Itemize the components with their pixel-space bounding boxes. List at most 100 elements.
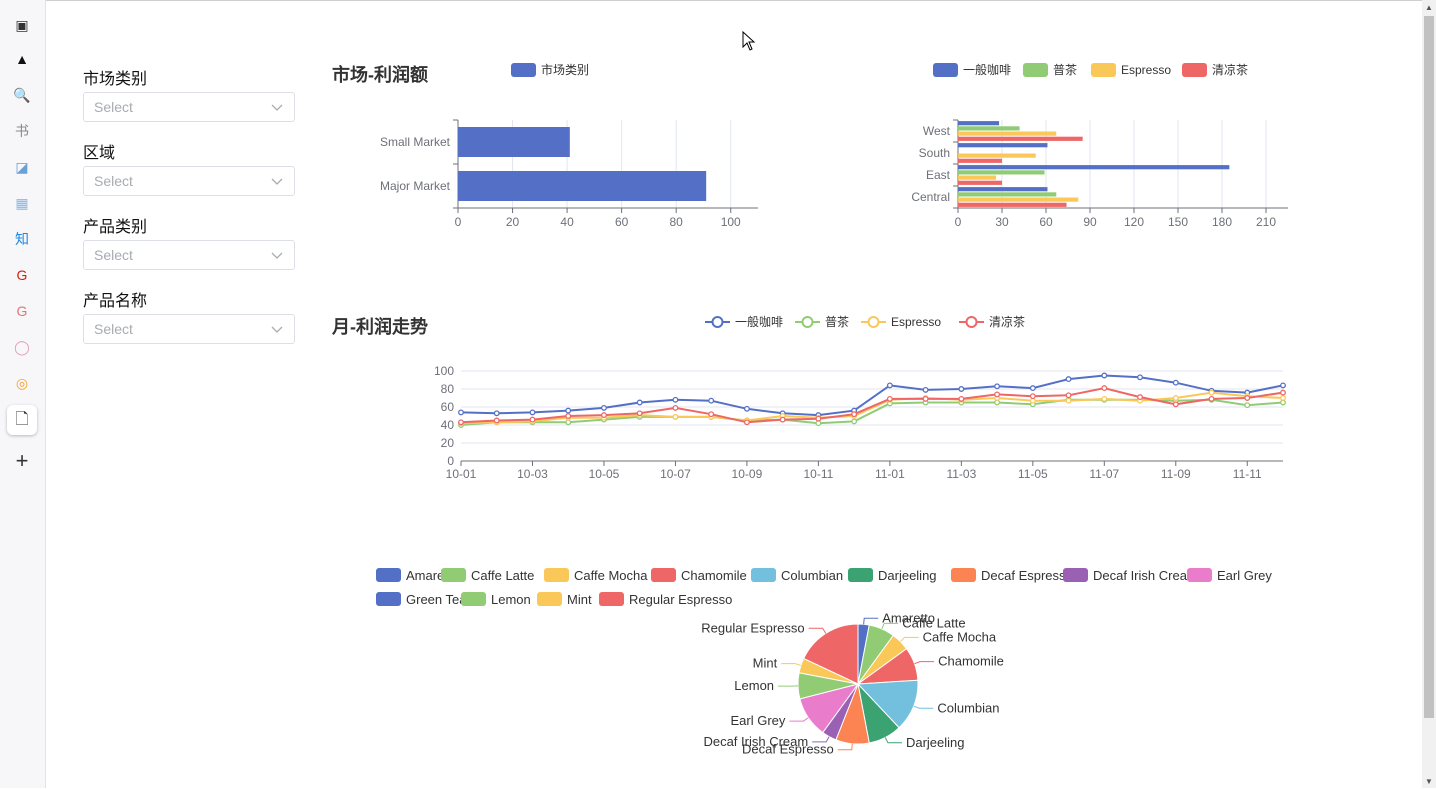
series-line[interactable] (460, 374, 1284, 417)
scrollbar-thumb[interactable] (1424, 16, 1434, 718)
g-app-pink-icon[interactable]: G (16, 303, 28, 319)
data-point[interactable] (529, 409, 536, 416)
bar[interactable] (958, 202, 1067, 207)
legend-item[interactable]: 清凉茶 (1182, 62, 1248, 77)
bar[interactable] (958, 143, 1048, 148)
legend-item[interactable]: 清凉茶 (959, 314, 1025, 329)
bar[interactable] (958, 187, 1048, 192)
data-point[interactable] (1029, 385, 1036, 392)
data-point[interactable] (1280, 395, 1286, 401)
legend-item[interactable]: Espresso (861, 315, 941, 329)
data-point[interactable] (1101, 372, 1108, 379)
data-point[interactable] (815, 415, 822, 422)
legend-item[interactable]: 市场类别 (511, 62, 589, 77)
color-ring-icon[interactable]: ◎ (15, 375, 29, 391)
legend-item[interactable]: Lemon (461, 592, 531, 607)
data-point[interactable] (529, 416, 536, 423)
data-point[interactable] (779, 416, 786, 423)
legend-item[interactable]: 普茶 (795, 314, 849, 329)
data-point[interactable] (1137, 374, 1143, 381)
data-point[interactable] (636, 399, 643, 406)
bar[interactable] (958, 136, 1083, 141)
bar[interactable] (958, 165, 1230, 170)
bar[interactable] (958, 158, 1002, 163)
bar[interactable] (458, 171, 707, 201)
legend-item[interactable]: Mint (537, 592, 592, 607)
legend-item[interactable]: Columbian (751, 568, 843, 583)
bar[interactable] (958, 170, 1045, 175)
filter-select[interactable]: Select (83, 240, 295, 270)
grid-app-icon[interactable]: ▦ (15, 195, 29, 211)
data-point[interactable] (672, 413, 679, 420)
data-point[interactable] (1208, 395, 1215, 402)
data-point[interactable] (743, 419, 750, 426)
data-point[interactable] (672, 404, 679, 411)
legend-item[interactable]: Caffe Latte (441, 568, 534, 583)
filter-select[interactable]: Select (83, 92, 295, 122)
data-point[interactable] (565, 413, 572, 419)
data-point[interactable] (708, 397, 715, 404)
legend-item[interactable]: Espresso (1091, 63, 1171, 77)
pie-slice[interactable] (856, 679, 919, 729)
document-icon[interactable]: 🗋 (7, 405, 37, 435)
data-point[interactable] (994, 383, 1001, 390)
legend-item[interactable]: Caffe Mocha (544, 568, 648, 583)
legend-item[interactable]: Green Tea (376, 592, 467, 607)
data-point[interactable] (636, 410, 643, 417)
data-point[interactable] (1029, 393, 1036, 400)
legend-item[interactable]: Decaf Irish Cream (1063, 568, 1198, 583)
scroll-down-icon[interactable]: ▼ (1425, 776, 1433, 786)
legend-item[interactable]: Earl Grey (1187, 568, 1272, 583)
window-icon[interactable]: ▣ (15, 17, 29, 33)
data-point[interactable] (743, 405, 750, 412)
data-point[interactable] (922, 386, 929, 393)
data-point[interactable] (922, 395, 929, 402)
series-line[interactable] (460, 387, 1284, 424)
bar[interactable] (958, 153, 1036, 158)
data-point[interactable] (1172, 395, 1179, 401)
ring-app-icon[interactable]: ◯ (14, 339, 30, 355)
data-point[interactable] (458, 409, 464, 416)
legend-item[interactable]: 普茶 (1023, 62, 1077, 77)
data-point[interactable] (708, 411, 715, 418)
data-point[interactable] (886, 395, 893, 402)
vertical-scrollbar[interactable]: ▲ ▼ (1422, 0, 1436, 788)
legend-item[interactable]: Decaf Espresso (951, 568, 1073, 583)
calligraphy-icon[interactable]: 书 (15, 123, 29, 139)
data-point[interactable] (1172, 401, 1179, 408)
bar[interactable] (958, 180, 1002, 185)
filter-select[interactable]: Select (83, 166, 295, 196)
data-point[interactable] (493, 410, 500, 417)
data-point[interactable] (886, 382, 893, 389)
pie-slice[interactable] (803, 623, 859, 685)
data-point[interactable] (1137, 394, 1143, 401)
data-point[interactable] (958, 386, 965, 392)
legend-item[interactable]: Regular Espresso (599, 592, 732, 607)
legend-item[interactable]: 一般咖啡 (933, 62, 1011, 77)
bar[interactable] (958, 175, 997, 180)
search-icon[interactable]: 🔍 (13, 87, 31, 103)
legend-item[interactable]: 一般咖啡 (705, 314, 783, 329)
filter-select[interactable]: Select (83, 314, 295, 344)
data-point[interactable] (1172, 379, 1179, 386)
image-app-icon[interactable]: ◪ (15, 159, 29, 175)
data-point[interactable] (1101, 395, 1108, 402)
bar[interactable] (958, 197, 1079, 202)
data-point[interactable] (1065, 376, 1072, 383)
data-point[interactable] (565, 407, 572, 414)
series-line[interactable] (460, 398, 1284, 426)
data-point[interactable] (1208, 389, 1215, 396)
bar[interactable] (458, 127, 570, 157)
legend-item[interactable]: Darjeeling (848, 568, 937, 583)
data-point[interactable] (1065, 392, 1072, 399)
data-point[interactable] (672, 396, 679, 403)
scroll-up-icon[interactable]: ▲ (1425, 2, 1433, 12)
data-point[interactable] (601, 412, 607, 419)
data-point[interactable] (458, 419, 464, 426)
data-point[interactable] (1280, 389, 1286, 396)
bar[interactable] (958, 126, 1020, 131)
data-point[interactable] (1244, 402, 1251, 409)
zhihu-icon[interactable]: 知 (15, 231, 29, 247)
data-point[interactable] (1065, 397, 1072, 404)
add-icon[interactable]: + (15, 448, 29, 473)
